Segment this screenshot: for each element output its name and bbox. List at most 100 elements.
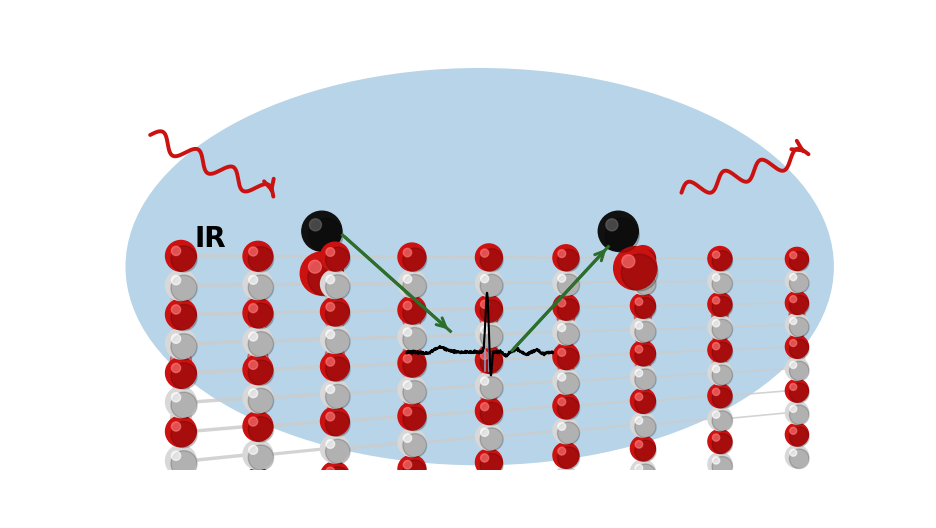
Circle shape: [403, 347, 420, 364]
Circle shape: [711, 308, 728, 324]
Circle shape: [708, 452, 732, 476]
Circle shape: [553, 393, 579, 419]
Circle shape: [480, 300, 489, 308]
Circle shape: [475, 398, 503, 425]
Circle shape: [326, 329, 350, 354]
Circle shape: [636, 345, 651, 360]
Circle shape: [789, 317, 809, 337]
Circle shape: [713, 331, 727, 345]
Circle shape: [405, 407, 418, 421]
Circle shape: [480, 402, 503, 425]
Circle shape: [480, 275, 498, 294]
Circle shape: [248, 348, 268, 369]
Circle shape: [403, 434, 412, 442]
Circle shape: [248, 360, 273, 385]
Circle shape: [558, 472, 565, 480]
Circle shape: [714, 388, 725, 400]
Circle shape: [560, 380, 572, 392]
Circle shape: [790, 306, 804, 319]
Circle shape: [558, 398, 565, 406]
Circle shape: [789, 339, 809, 359]
Circle shape: [481, 347, 497, 362]
Circle shape: [790, 383, 797, 390]
Circle shape: [635, 322, 656, 343]
Circle shape: [251, 330, 265, 344]
Circle shape: [482, 381, 495, 394]
Circle shape: [785, 269, 809, 293]
Circle shape: [558, 274, 579, 296]
Circle shape: [481, 361, 497, 376]
Circle shape: [606, 219, 618, 231]
Circle shape: [712, 342, 733, 363]
Circle shape: [171, 275, 197, 301]
Circle shape: [251, 411, 265, 426]
Circle shape: [713, 370, 727, 384]
Circle shape: [171, 421, 197, 448]
Circle shape: [636, 250, 643, 258]
Circle shape: [403, 363, 420, 379]
Circle shape: [170, 389, 192, 410]
Circle shape: [790, 449, 797, 456]
Circle shape: [402, 433, 427, 457]
Circle shape: [308, 260, 344, 296]
Circle shape: [785, 291, 809, 314]
Circle shape: [558, 299, 579, 321]
Circle shape: [480, 454, 489, 462]
Circle shape: [248, 385, 268, 406]
Circle shape: [398, 402, 426, 430]
Circle shape: [790, 343, 804, 356]
Circle shape: [251, 371, 265, 385]
Circle shape: [636, 465, 643, 472]
Circle shape: [480, 377, 489, 385]
Circle shape: [713, 357, 727, 371]
Circle shape: [480, 249, 503, 271]
Circle shape: [558, 250, 565, 258]
Circle shape: [309, 260, 321, 273]
Circle shape: [482, 393, 495, 406]
Circle shape: [248, 473, 273, 498]
Circle shape: [405, 356, 418, 370]
Circle shape: [712, 457, 720, 464]
Circle shape: [166, 445, 197, 476]
Circle shape: [402, 327, 421, 346]
Circle shape: [636, 359, 651, 373]
Circle shape: [173, 343, 188, 359]
Circle shape: [171, 276, 181, 285]
Circle shape: [243, 440, 273, 469]
Circle shape: [480, 292, 498, 310]
Circle shape: [791, 334, 802, 345]
Circle shape: [559, 374, 574, 389]
Circle shape: [326, 384, 350, 409]
Circle shape: [326, 357, 335, 366]
Circle shape: [249, 446, 257, 455]
Circle shape: [173, 413, 188, 428]
Circle shape: [170, 291, 192, 313]
Circle shape: [708, 269, 732, 294]
Circle shape: [480, 275, 489, 282]
Circle shape: [480, 454, 503, 476]
Circle shape: [170, 311, 192, 332]
Circle shape: [166, 328, 197, 359]
Circle shape: [636, 305, 651, 319]
Circle shape: [475, 320, 503, 347]
Circle shape: [166, 357, 197, 388]
Circle shape: [171, 304, 197, 331]
Circle shape: [320, 242, 349, 271]
Circle shape: [636, 393, 643, 401]
Circle shape: [402, 275, 421, 294]
Circle shape: [249, 317, 267, 335]
Circle shape: [790, 362, 797, 369]
Circle shape: [636, 372, 651, 386]
Circle shape: [480, 309, 498, 327]
Circle shape: [248, 303, 273, 328]
Circle shape: [309, 218, 343, 252]
Circle shape: [326, 385, 335, 393]
Circle shape: [171, 451, 197, 477]
Circle shape: [402, 460, 427, 484]
Circle shape: [631, 246, 655, 271]
Circle shape: [790, 427, 797, 434]
Circle shape: [789, 405, 809, 425]
Circle shape: [320, 297, 349, 326]
Circle shape: [785, 401, 809, 424]
Circle shape: [320, 270, 349, 298]
